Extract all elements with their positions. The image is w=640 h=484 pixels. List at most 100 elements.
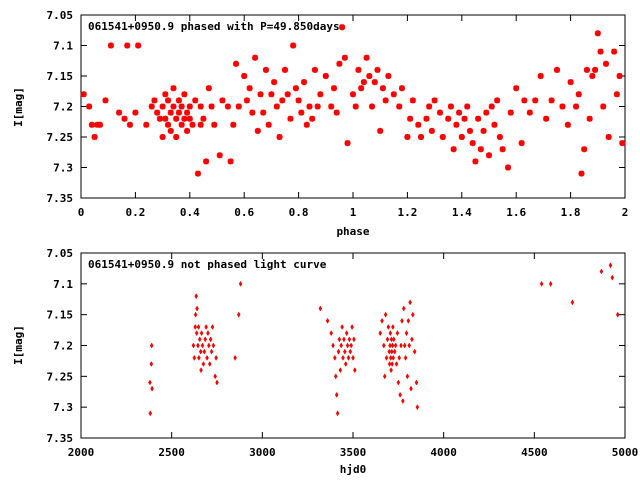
chart-2-data-point [203, 336, 208, 343]
chart-1-data-point [211, 121, 218, 128]
chart-2-data-point [388, 342, 392, 349]
chart-1-data-point [466, 127, 473, 134]
chart-1-x-tick-label: 1.8 [561, 206, 581, 219]
chart-1-data-point [102, 97, 109, 104]
chart-2-data-point [339, 342, 344, 349]
chart-2-data-point [394, 361, 399, 367]
chart-2-data-point [401, 305, 406, 312]
chart-2-y-tick-label: 7.2 [53, 340, 73, 353]
chart-1-data-point [121, 115, 128, 122]
chart-2-data-point [390, 342, 395, 349]
chart-2-data-point [378, 330, 382, 337]
chart-2-data-point [407, 342, 412, 349]
chart-1-data-point [178, 103, 185, 110]
chart-1-data-point [336, 60, 343, 67]
chart-1-data-point [426, 103, 433, 110]
chart-2-data-point [408, 299, 412, 306]
chart-1-data-point [371, 79, 378, 86]
chart-1-data-point [184, 127, 191, 134]
chart-1-data-point [135, 42, 142, 49]
chart-1-data-point [268, 91, 275, 98]
chart-2-data-point [213, 373, 217, 380]
chart-2-data-point [233, 354, 237, 361]
chart-2-data-point [402, 342, 407, 349]
chart-1-data-point [230, 121, 237, 128]
chart-1-data-point [205, 85, 212, 92]
chart-1-data-point [486, 152, 492, 159]
chart-2-title: 061541+0950.9 not phased light curve [88, 258, 327, 271]
chart-1-data-point [311, 66, 318, 73]
chart-2-data-point [329, 330, 334, 337]
chart-1-data-point [254, 127, 261, 134]
chart-2-data-point [387, 348, 392, 355]
chart-1-data-point [273, 103, 280, 110]
chart-1-y-tick-label: 7.05 [47, 9, 74, 22]
chart-1-data-point [415, 121, 422, 128]
chart-1-data-point [287, 115, 294, 122]
chart-2-data-point [384, 354, 389, 361]
chart-2-data-point [390, 348, 394, 355]
chart-1-data-point [518, 140, 525, 147]
chart-1-data-point [301, 79, 308, 86]
chart-1-data-point [200, 115, 207, 122]
chart-2-data-point [205, 354, 209, 361]
chart-2-x-tick-label: 2500 [158, 446, 185, 459]
chart-1-data-point [619, 140, 626, 147]
chart-1-data-point [192, 97, 199, 104]
chart-1-data-point [197, 121, 204, 128]
chart-1-data-point [282, 66, 288, 73]
chart-1-data-point [613, 91, 620, 98]
chart-1-data-point [175, 97, 182, 104]
chart-1-data-point [124, 42, 131, 49]
chart-1-data-point [265, 121, 272, 128]
chart-2-data-point [194, 293, 198, 300]
chart-1-data-point [80, 91, 87, 98]
chart-1-data-point [445, 115, 452, 122]
chart-1-x-tick-label: 0 [78, 206, 85, 219]
chart-1-data-point [526, 109, 533, 116]
chart-2-data-point [399, 342, 403, 349]
chart-1-data-point [472, 158, 479, 165]
chart-1-data-point [377, 127, 384, 134]
chart-1-data-point [173, 115, 180, 122]
chart-2-data-point [342, 336, 346, 343]
chart-2-data-point [318, 305, 323, 312]
chart-2-data-point [196, 324, 201, 330]
chart-2-data-point [393, 342, 398, 349]
chart-2-data-point [412, 348, 417, 355]
chart-1-data-point [573, 103, 580, 110]
chart-2-data-point [193, 324, 198, 330]
chart-2-data-point [409, 385, 413, 392]
chart-2-data-point [349, 342, 353, 349]
chart-1-data-point [505, 164, 512, 171]
chart-1-data-point [165, 97, 172, 104]
chart-2-data-point [391, 354, 396, 361]
chart-2-data-point [346, 354, 351, 361]
chart-1-data-point [589, 73, 596, 79]
chart-2-data-point [334, 391, 339, 398]
chart-2-data-point [392, 348, 397, 355]
chart-1-data-point [554, 66, 560, 73]
chart-1-y-tick-label: 7.3 [53, 162, 73, 175]
chart-2-data-point [390, 361, 394, 367]
chart-1-data-point [181, 115, 188, 122]
chart-1-data-point [431, 97, 438, 104]
chart-1-data-point [178, 121, 185, 128]
chart-1-data-point [586, 115, 593, 122]
chart-1-data-point [159, 134, 166, 140]
chart-1-data-point [156, 115, 163, 122]
chart-1-data-point [116, 109, 123, 116]
chart-1-data-point [303, 121, 310, 128]
chart-2-data-point [337, 336, 342, 343]
chart-2-plot-frame [80, 252, 626, 439]
chart-1-data-point [597, 48, 604, 55]
chart-1-data-point [366, 73, 373, 79]
chart-1-data-point [616, 73, 623, 79]
chart-2-data-point [192, 354, 197, 361]
chart-1-data-point [298, 109, 305, 116]
chart-2-data-point [386, 324, 391, 330]
chart-1-data-point [578, 170, 585, 177]
chart-1-y-tick-label: 7.15 [47, 70, 74, 83]
chart-2-data-point [353, 367, 357, 374]
